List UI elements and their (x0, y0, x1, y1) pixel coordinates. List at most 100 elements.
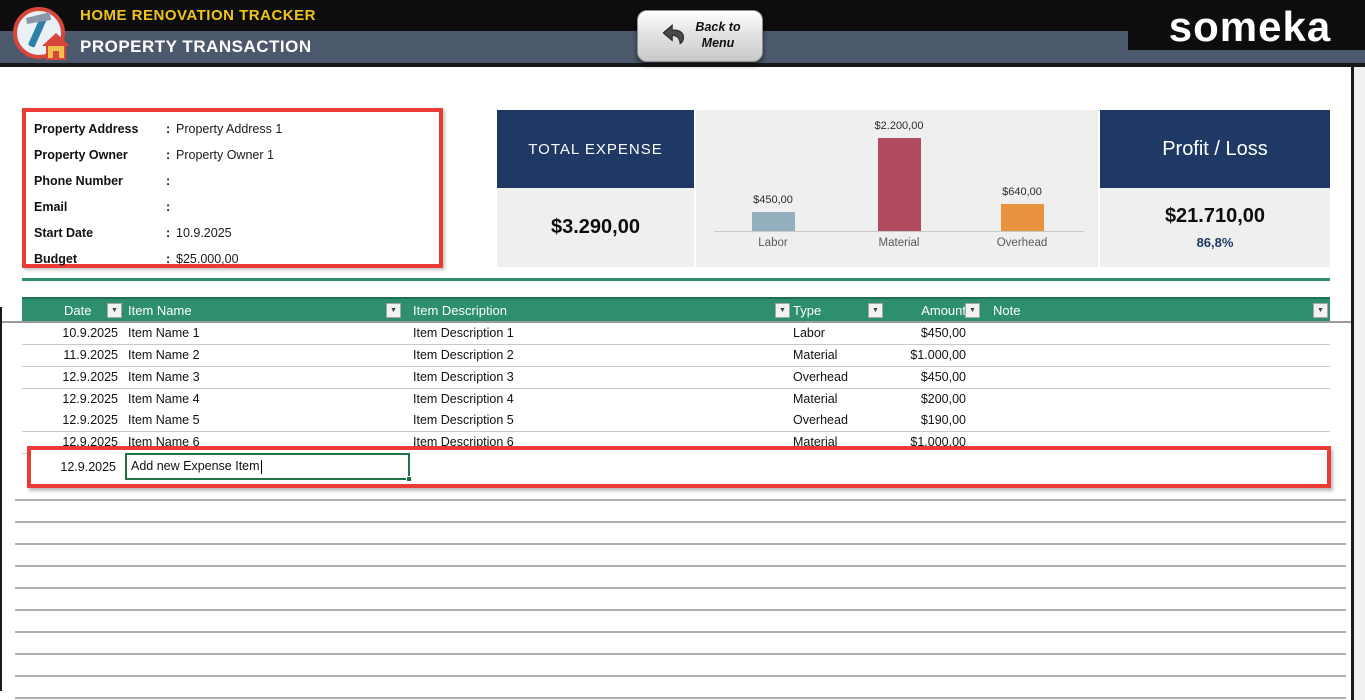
someka-logo: someka (1168, 3, 1332, 50)
back-to-menu-button[interactable]: Back to Menu (637, 10, 763, 62)
cell-date[interactable]: 12.9.2025 (62, 413, 118, 427)
cell-amount[interactable]: $1.000,00 (910, 435, 966, 449)
cell-item-name[interactable]: Item Name 1 (128, 326, 200, 340)
column-header-type: Type (793, 303, 822, 318)
profit-loss-card-header: Profit / Loss (1100, 110, 1330, 188)
profit-loss-card-body: $21.710,00 86,8% (1100, 188, 1330, 267)
brand-background (1128, 0, 1365, 50)
chart-value-label-labor: $450,00 (753, 194, 793, 206)
total-expense-card-header: TOTAL EXPENSE (497, 110, 694, 188)
filter-button-item-name[interactable]: ▼ (386, 303, 401, 318)
page-title: PROPERTY TRANSACTION (80, 37, 312, 56)
cell-type[interactable]: Labor (793, 326, 825, 340)
cell-type[interactable]: Overhead (793, 370, 848, 384)
start-date-value[interactable]: 10.9.2025 (176, 226, 232, 240)
budget-value[interactable]: $25.000,00 (176, 252, 239, 266)
cell-item-name[interactable]: Item Name 3 (128, 370, 200, 384)
info-row-email: Email : (26, 200, 439, 222)
cell-type[interactable]: Material (793, 392, 838, 406)
cell-item-name[interactable]: Item Name 2 (128, 348, 200, 362)
cell-amount[interactable]: $450,00 (920, 326, 966, 340)
cell-amount[interactable]: $1.000,00 (910, 348, 966, 362)
cell-type[interactable]: Material (793, 348, 838, 362)
cell-fill-handle[interactable] (406, 476, 412, 482)
cell-item-name[interactable]: Item Name 5 (128, 413, 200, 427)
filter-button-date[interactable]: ▼ (107, 303, 122, 318)
property-info-panel: Property Address : Property Address 1 Pr… (22, 108, 443, 268)
cell-item-name[interactable]: Item Name 4 (128, 392, 200, 406)
info-row-property-owner: Property Owner : Property Owner 1 (26, 148, 439, 170)
add-new-expense-row-highlight: 12.9.2025 Add new Expense Item (27, 446, 1331, 488)
someka-logo-o-chart-icon: o (1193, 4, 1220, 50)
chart-category-label-overhead: Overhead (996, 237, 1048, 249)
field-label: Budget (34, 252, 78, 266)
app-logo-icon (13, 7, 70, 60)
filter-button-note[interactable]: ▼ (1313, 303, 1328, 318)
colon: : (166, 122, 171, 136)
colon: : (166, 148, 171, 162)
field-label: Property Owner (34, 148, 128, 162)
colon: : (166, 174, 171, 188)
cell-date[interactable]: 12.9.2025 (62, 435, 118, 449)
total-expense-card-body: $3.290,00 (497, 188, 694, 267)
chart-bar-labor (752, 212, 795, 231)
cell-amount[interactable]: $200,00 (920, 392, 966, 406)
cell-date[interactable]: 12.9.2025 (62, 392, 118, 406)
chart-category-label-labor: Labor (758, 237, 788, 249)
total-expense-title: TOTAL EXPENSE (528, 140, 663, 158)
cell-date[interactable]: 12.9.2025 (62, 370, 118, 384)
cell-date[interactable]: 10.9.2025 (62, 326, 118, 340)
filter-button-item-description[interactable]: ▼ (775, 303, 790, 318)
text-caret (260, 459, 262, 474)
cell-amount[interactable]: $450,00 (920, 370, 966, 384)
total-expense-value: $3.290,00 (551, 216, 640, 238)
filter-button-type[interactable]: ▼ (868, 303, 883, 318)
table-row: 12.9.2025 Item Name 5 Item Description 5… (22, 410, 1330, 432)
header-divider (0, 63, 1365, 67)
profit-loss-title: Profit / Loss (1162, 137, 1268, 160)
info-row-property-address: Property Address : Property Address 1 (26, 122, 439, 144)
cell-item-description[interactable]: Item Description 2 (413, 348, 514, 362)
cell-amount[interactable]: $190,00 (920, 413, 966, 427)
column-header-note: Note (993, 303, 1021, 318)
table-header-row: Date Item Name Item Description Type Amo… (22, 297, 1330, 321)
cell-type[interactable]: Overhead (793, 413, 848, 427)
profit-loss-percent: 86,8% (1196, 235, 1234, 250)
cell-date[interactable]: 12.9.2025 (60, 460, 116, 474)
filter-dropdown-icon: ▼ (872, 307, 879, 314)
filter-dropdown-icon: ▼ (779, 307, 786, 314)
colon: : (166, 252, 171, 266)
cell-item-description[interactable]: Item Description 5 (413, 413, 514, 427)
filter-dropdown-icon: ▼ (1317, 307, 1324, 314)
cell-item-description[interactable]: Item Description 1 (413, 326, 514, 340)
column-header-item-description: Item Description (413, 303, 507, 318)
cell-item-description[interactable]: Item Description 6 (413, 435, 514, 449)
cell-type[interactable]: Material (793, 435, 838, 449)
column-header-amount: Amount (921, 303, 966, 318)
sheet-left-border (0, 307, 2, 691)
cell-date[interactable]: 11.9.2025 (63, 348, 118, 362)
property-address-value[interactable]: Property Address 1 (176, 122, 283, 136)
table-row: 12.9.2025 Item Name 4 Item Description 4… (22, 389, 1330, 411)
field-label: Phone Number (34, 174, 123, 188)
chart-value-label-material: $2.200,00 (874, 120, 924, 132)
property-owner-value[interactable]: Property Owner 1 (176, 148, 274, 162)
colon: : (166, 200, 171, 214)
filter-dropdown-icon: ▼ (111, 307, 118, 314)
filter-button-amount[interactable]: ▼ (965, 303, 980, 318)
cell-item-description[interactable]: Item Description 4 (413, 392, 514, 406)
filter-dropdown-icon: ▼ (390, 307, 397, 314)
chart-bar-overhead (1001, 204, 1044, 231)
edit-cell-text: Add new Expense Item (131, 459, 260, 473)
info-row-budget: Budget : $25.000,00 (26, 252, 439, 274)
table-row: 12.9.2025 Item Name 3 Item Description 3… (22, 367, 1330, 389)
item-name-edit-cell[interactable]: Add new Expense Item (125, 453, 412, 482)
info-row-start-date: Start Date : 10.9.2025 (26, 226, 439, 248)
sheet-right-border (1351, 67, 1354, 700)
cell-item-description[interactable]: Item Description 3 (413, 370, 514, 384)
cell-item-name[interactable]: Item Name 6 (128, 435, 200, 449)
freeze-pane-divider (0, 321, 1365, 323)
app-title: HOME RENOVATION TRACKER (80, 7, 316, 24)
chart-category-label-material: Material (878, 237, 920, 249)
